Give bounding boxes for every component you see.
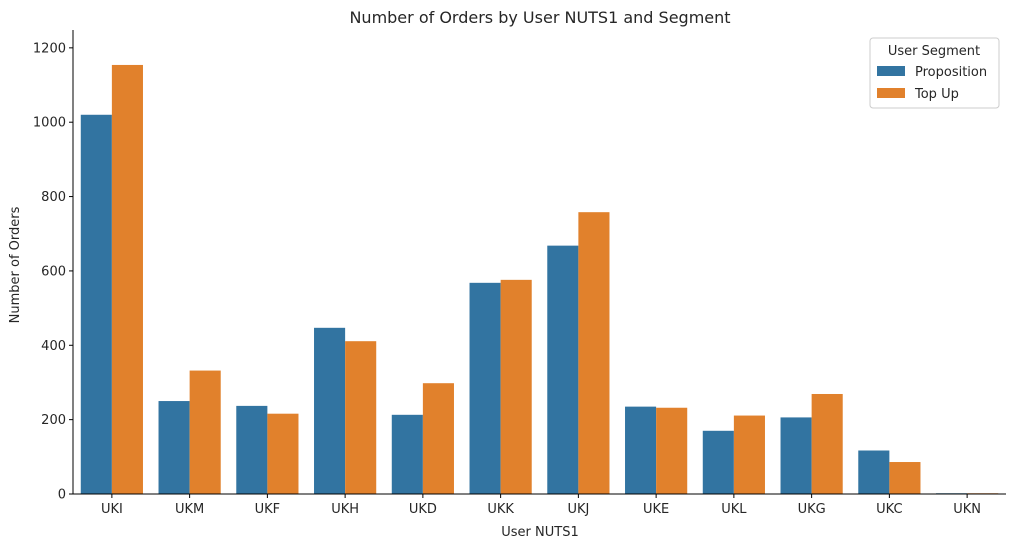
x-tick-label: UKJ — [567, 502, 589, 517]
bar-proposition-ukf — [236, 405, 268, 494]
x-tick-label: UKI — [101, 502, 123, 517]
bar-proposition-ukh — [314, 327, 346, 494]
bar-proposition-ukm — [158, 401, 190, 494]
legend: User Segment Proposition Top Up — [869, 37, 1000, 109]
bar-top-up-ukm — [189, 370, 221, 494]
legend-items: Proposition Top Up — [877, 65, 987, 102]
bar-top-up-ukk — [500, 279, 532, 494]
bar-proposition-uke — [625, 406, 657, 494]
x-tick-label: UKN — [953, 502, 981, 517]
x-tick-label: UKG — [798, 502, 826, 517]
x-tick-label: UKD — [409, 502, 437, 517]
legend-swatch-proposition — [877, 66, 905, 76]
y-tick-label: 0 — [58, 488, 66, 503]
y-axis-title: Number of Orders — [8, 206, 23, 323]
bar-proposition-ukc — [858, 450, 890, 494]
y-tick-label: 1200 — [33, 41, 66, 56]
bar-proposition-ukj — [547, 245, 579, 494]
x-tick-label: UKH — [331, 502, 359, 517]
bar-top-up-ukf — [267, 413, 299, 494]
bar-proposition-ukl — [702, 430, 734, 494]
bar-proposition-ukd — [391, 414, 423, 494]
x-tick-label: UKM — [175, 502, 204, 517]
bars-group — [80, 64, 999, 495]
bar-proposition-ukg — [780, 417, 812, 494]
y-tick-label: 200 — [41, 413, 66, 428]
y-tick-label: 400 — [41, 339, 66, 354]
x-tick-label: UKF — [255, 502, 281, 517]
bar-top-up-ukg — [811, 393, 843, 494]
y-tick-label: 1000 — [33, 116, 66, 131]
x-axis-title: User NUTS1 — [501, 525, 578, 540]
bar-top-up-ukl — [733, 415, 765, 494]
bar-top-up-uki — [111, 64, 143, 494]
chart-title: Number of Orders by User NUTS1 and Segme… — [349, 8, 730, 27]
axes-group: 0 200 400 600 800 1000 1200 UKI UKM UKF UKH UKD UKK U… — [33, 30, 1006, 517]
y-tick-label: 800 — [41, 190, 66, 205]
bar-proposition-uki — [80, 114, 112, 495]
x-tick-label: UKK — [487, 502, 514, 517]
bar-proposition-ukk — [469, 282, 501, 494]
bar-top-up-ukd — [422, 383, 454, 494]
bar-top-up-ukc — [889, 462, 921, 494]
legend-label-top-up: Top Up — [914, 87, 959, 102]
bar-top-up-uke — [656, 407, 688, 494]
legend-title: User Segment — [888, 44, 980, 59]
bar-top-up-ukj — [578, 212, 610, 494]
x-tick-label: UKL — [721, 502, 747, 517]
y-tick-label: 600 — [41, 264, 66, 279]
legend-swatch-top-up — [877, 88, 905, 98]
x-tick-label: UKE — [643, 502, 669, 517]
x-tick-label: UKC — [876, 502, 902, 517]
legend-label-proposition: Proposition — [915, 65, 987, 80]
bar-top-up-ukh — [345, 341, 377, 494]
